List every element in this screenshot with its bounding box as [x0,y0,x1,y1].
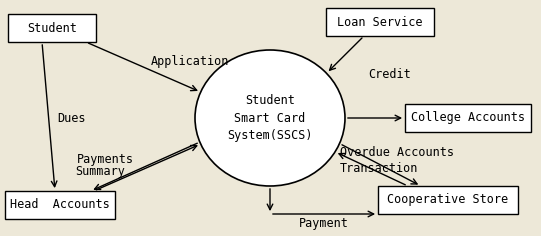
Bar [378,186,518,214]
Text: Payments: Payments [76,153,134,167]
Bar [326,8,434,36]
Text: Student
Smart Card
System(SSCS): Student Smart Card System(SSCS) [227,93,313,143]
Text: Credit: Credit [368,68,411,81]
Bar [405,104,531,132]
Text: Dues: Dues [58,111,86,125]
Bar [8,14,96,42]
Text: Summary: Summary [75,165,125,178]
Text: Head  Accounts: Head Accounts [10,198,110,211]
Ellipse shape [195,50,345,186]
Text: Transaction: Transaction [340,161,418,174]
Text: Student: Student [27,21,77,34]
Text: Overdue Accounts: Overdue Accounts [340,146,454,159]
Text: Payment: Payment [299,218,349,231]
Text: Cooperative Store: Cooperative Store [387,194,509,206]
Text: College Accounts: College Accounts [411,111,525,125]
Text: Application: Application [151,55,229,68]
Text: Loan Service: Loan Service [337,16,423,29]
Bar [5,191,115,219]
